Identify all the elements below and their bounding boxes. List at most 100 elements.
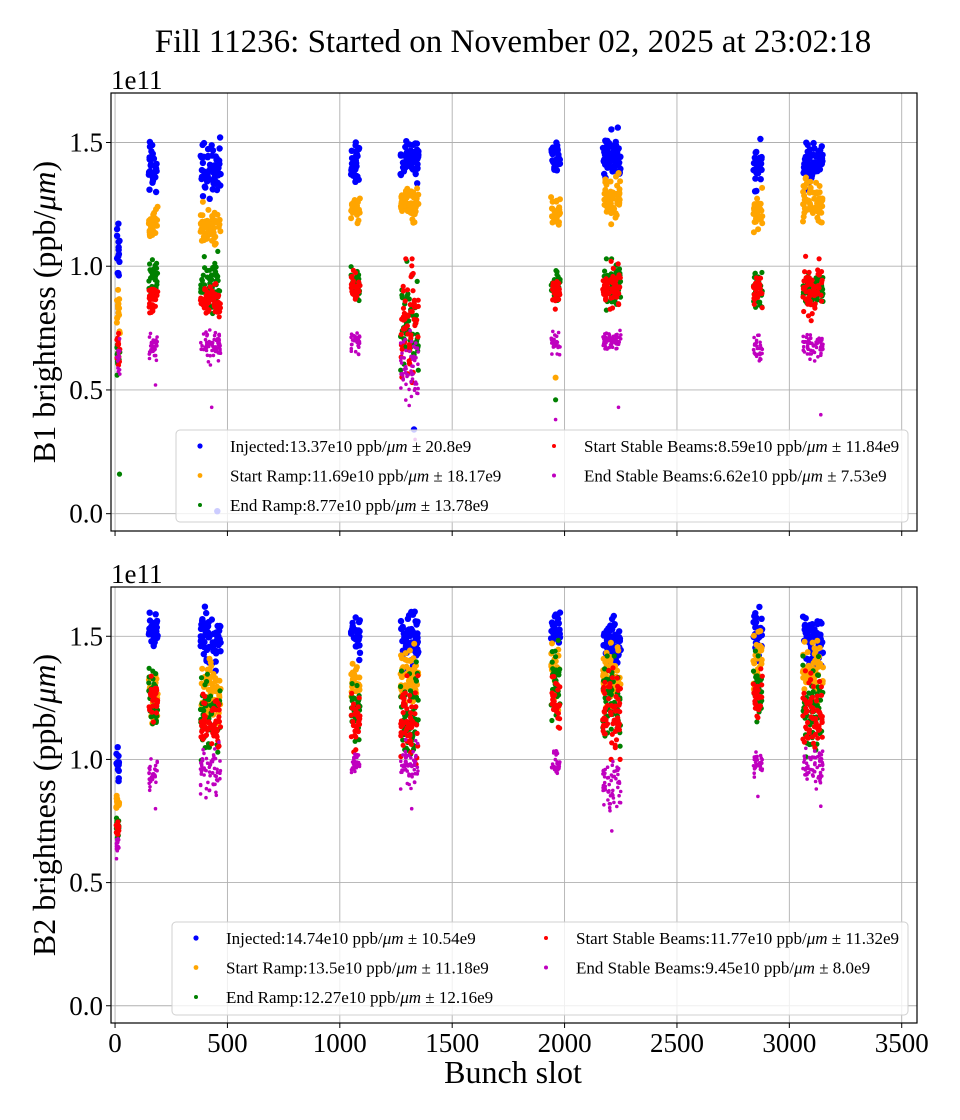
data-point — [412, 635, 420, 642]
data-point — [802, 615, 809, 622]
data-point — [411, 219, 418, 226]
points-b2 — [113, 603, 826, 861]
data-point — [116, 837, 120, 841]
data-point — [414, 341, 418, 345]
data-point — [205, 761, 210, 765]
data-point — [397, 151, 405, 158]
data-point — [217, 301, 223, 307]
data-point — [399, 386, 403, 390]
data-point — [208, 763, 212, 768]
data-point — [215, 164, 222, 172]
data-point — [208, 773, 212, 778]
data-point — [610, 622, 618, 629]
data-point — [353, 349, 358, 354]
data-point — [611, 653, 617, 659]
data-point — [153, 617, 161, 625]
data-point — [554, 147, 561, 154]
data-point — [209, 405, 214, 410]
data-point — [152, 165, 160, 172]
x-ticks-b1 — [114, 531, 903, 536]
data-point — [803, 253, 809, 259]
panel-b2: 0.0 0.5 1.0 1.5 0 500 1000 1500 2000 2500 3000 350… — [26, 559, 929, 1058]
data-point — [606, 790, 611, 794]
legend-b2: Injected:14.74e10 ppb/μm ± 10.54e9 Start … — [171, 921, 909, 1016]
data-point — [349, 696, 355, 702]
data-point — [399, 208, 406, 214]
data-point — [217, 333, 221, 337]
data-point — [400, 168, 408, 175]
data-point — [407, 349, 412, 354]
data-point — [113, 319, 120, 326]
data-point — [413, 659, 419, 665]
data-point — [153, 624, 160, 631]
legend-b1: Injected:13.37e10 ppb/μm ± 20.8e9 Start R… — [175, 429, 909, 523]
data-point — [116, 258, 123, 265]
data-point — [810, 689, 816, 695]
data-point — [614, 333, 618, 337]
data-point — [199, 198, 206, 205]
data-point — [398, 652, 404, 659]
data-point — [605, 765, 610, 769]
data-point — [554, 142, 561, 149]
data-point — [213, 186, 221, 194]
data-point — [800, 662, 806, 668]
data-point — [615, 687, 621, 693]
data-point — [806, 269, 812, 275]
data-point — [212, 658, 219, 665]
data-point — [617, 800, 622, 805]
data-point — [818, 298, 825, 304]
data-point — [349, 288, 355, 295]
data-point — [806, 690, 812, 696]
data-point — [205, 206, 212, 213]
data-point — [215, 248, 221, 254]
y-axis-label-b1: B1 brightness (ppb/μm) — [26, 161, 62, 463]
data-point — [758, 343, 763, 348]
data-point — [198, 767, 203, 771]
data-point — [607, 684, 613, 690]
data-point — [398, 367, 404, 373]
data-point — [811, 303, 818, 309]
data-point — [115, 819, 121, 825]
data-point — [603, 195, 610, 202]
data-point — [207, 284, 213, 290]
data-point — [213, 629, 220, 636]
data-point — [413, 738, 418, 743]
data-point — [758, 340, 762, 345]
data-point — [406, 296, 412, 302]
data-point — [554, 272, 560, 278]
data-point — [608, 126, 615, 133]
data-point — [151, 772, 156, 776]
data-point — [152, 188, 160, 196]
data-point — [116, 471, 123, 477]
data-point — [213, 306, 219, 312]
data-point — [608, 338, 613, 342]
data-point — [201, 254, 207, 260]
series-end-stable-beams — [115, 328, 825, 442]
data-point — [154, 780, 158, 785]
y-ticks-b2: 0.0 0.5 1.0 1.5 — [69, 621, 111, 1021]
data-point — [202, 714, 208, 720]
data-point — [198, 792, 203, 796]
data-point — [758, 290, 764, 296]
data-point — [199, 159, 207, 167]
data-point — [408, 328, 412, 333]
data-point — [114, 856, 119, 861]
data-point — [819, 757, 824, 762]
data-point — [146, 278, 152, 284]
data-point — [214, 179, 221, 186]
data-point — [352, 738, 358, 744]
data-point — [402, 190, 409, 197]
data-point — [356, 649, 364, 656]
data-point — [217, 724, 224, 730]
data-point — [610, 345, 615, 350]
data-point — [810, 683, 817, 690]
data-point — [751, 219, 758, 225]
data-point — [414, 346, 419, 350]
x-tick-label: 2000 — [538, 1028, 592, 1058]
data-point — [408, 680, 415, 687]
data-point — [803, 196, 810, 203]
series-end-ramp — [113, 637, 826, 841]
data-point — [811, 774, 815, 778]
data-point — [812, 745, 818, 751]
data-point — [816, 644, 823, 651]
